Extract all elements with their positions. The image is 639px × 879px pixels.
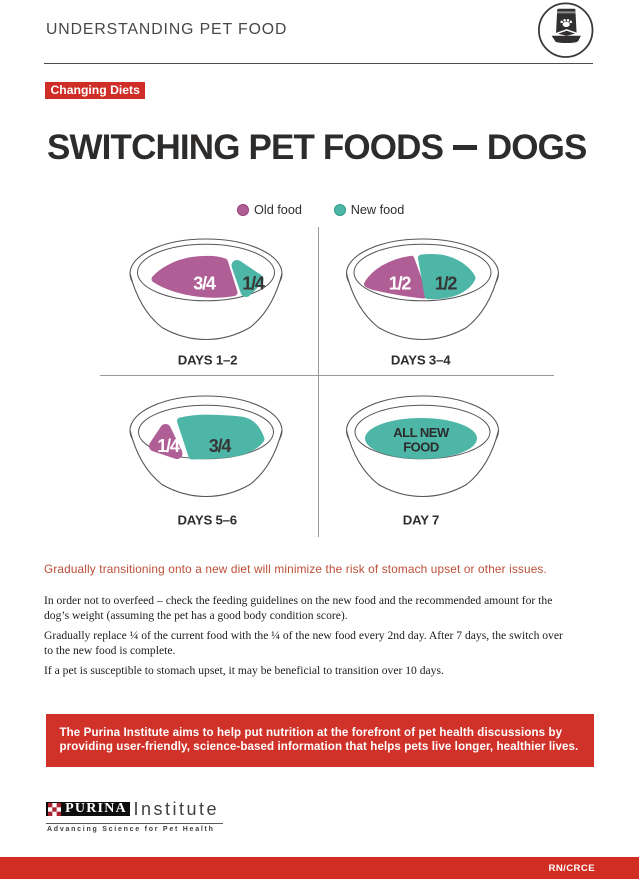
svg-text:DAYS 3–4: DAYS 3–4 <box>391 352 451 367</box>
svg-text:1/2: 1/2 <box>435 274 458 294</box>
svg-text:1/2: 1/2 <box>389 274 412 294</box>
svg-text:1/4: 1/4 <box>242 273 265 293</box>
svg-text:3/4: 3/4 <box>193 273 216 293</box>
svg-text:DAY 7: DAY 7 <box>403 512 439 527</box>
svg-text:1/4: 1/4 <box>157 436 180 456</box>
svg-text:DAYS 5–6: DAYS 5–6 <box>177 512 237 527</box>
svg-text:3/4: 3/4 <box>209 436 232 456</box>
svg-text:DAYS 1–2: DAYS 1–2 <box>178 352 238 367</box>
svg-text:ALL NEW: ALL NEW <box>393 425 450 440</box>
svg-text:FOOD: FOOD <box>403 440 439 455</box>
